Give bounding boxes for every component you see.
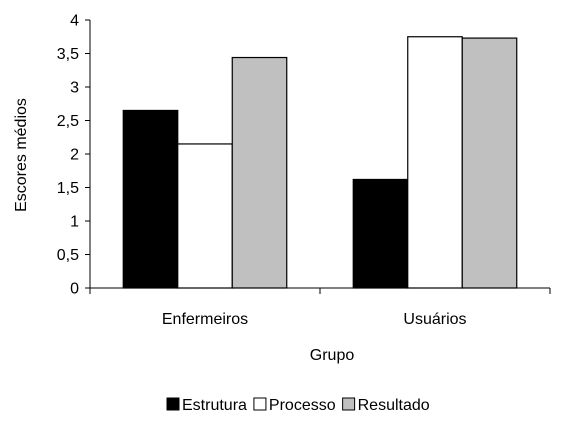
y-tick-label: 3,5	[57, 46, 79, 63]
legend-swatch-estrutura	[166, 397, 180, 411]
axes-layer: Enfermeiros Usuários 0 0,5 1 1,5 2 2,5 3 3,5 4	[57, 13, 551, 328]
bar-estrutura-0	[122, 109, 179, 289]
y-tick-label: 1	[70, 214, 79, 231]
legend-label-processo: Processo	[269, 397, 336, 414]
bar-processo-0	[177, 143, 233, 289]
legend-label-estrutura: Estrutura	[182, 397, 247, 414]
legend-label-resultado: Resultado	[358, 397, 430, 414]
bar-resultado-1	[461, 37, 518, 289]
y-tick-label: 1,5	[57, 180, 79, 197]
bar-processo-1	[407, 36, 463, 289]
bars-layer	[122, 36, 518, 289]
y-tick-label: 0	[70, 281, 79, 298]
legend-swatch-resultado	[342, 397, 356, 411]
y-tick-label: 3	[70, 80, 79, 97]
x-tick-label: Usuários	[403, 311, 466, 328]
legend-swatch-processo	[253, 397, 267, 411]
y-axis-title: Escores médios	[13, 98, 30, 212]
y-tick-label: 0,5	[57, 247, 79, 264]
legend: Estrutura Processo Resultado	[166, 397, 430, 414]
y-tick-label: 2,5	[57, 113, 79, 130]
bar-resultado-0	[231, 56, 288, 289]
bar-estrutura-1	[352, 178, 409, 289]
x-axis-title: Grupo	[310, 347, 355, 364]
y-tick-label: 4	[70, 13, 79, 30]
x-tick-label: Enfermeiros	[162, 311, 248, 328]
y-tick-label: 2	[70, 147, 79, 164]
